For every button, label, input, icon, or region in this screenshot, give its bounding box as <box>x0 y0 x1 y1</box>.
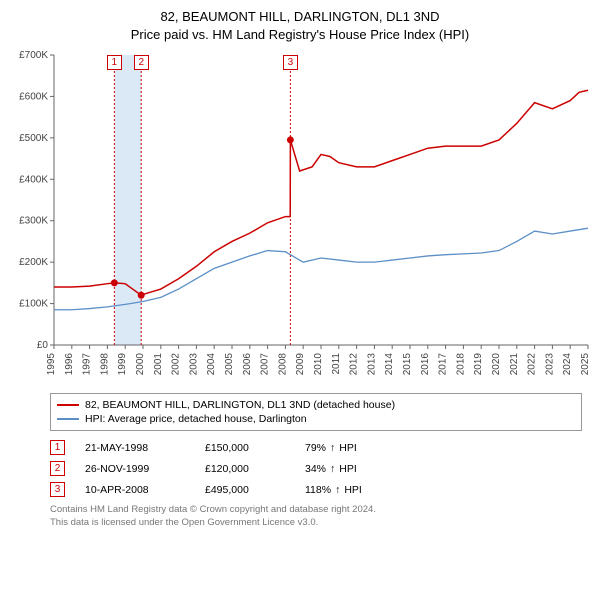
legend-label: HPI: Average price, detached house, Darl… <box>85 413 307 425</box>
svg-text:2024: 2024 <box>562 353 573 376</box>
svg-text:2008: 2008 <box>277 353 288 376</box>
sale-date: 21-MAY-1998 <box>85 442 185 454</box>
svg-text:2002: 2002 <box>171 353 182 376</box>
svg-text:1995: 1995 <box>46 353 57 376</box>
svg-text:2019: 2019 <box>473 353 484 376</box>
svg-text:2006: 2006 <box>242 353 253 376</box>
svg-text:1998: 1998 <box>99 353 110 376</box>
svg-text:2014: 2014 <box>384 353 395 376</box>
legend-swatch <box>57 418 79 420</box>
svg-text:2005: 2005 <box>224 353 235 376</box>
legend-label: 82, BEAUMONT HILL, DARLINGTON, DL1 3ND (… <box>85 399 395 411</box>
sale-price: £120,000 <box>205 463 285 475</box>
arrow-up-icon: ↑ <box>330 463 335 475</box>
sale-diff: 79% ↑ HPI <box>305 442 395 454</box>
sale-diff: 118% ↑ HPI <box>305 484 395 496</box>
svg-text:2018: 2018 <box>455 353 466 376</box>
sale-marker-icon: 3 <box>50 482 65 497</box>
sale-marker-icon: 2 <box>50 461 65 476</box>
chart-container: £0 £100K £200K £300K £400K £500K £600K £700K 199… <box>8 49 592 389</box>
svg-text:£700K: £700K <box>19 50 48 61</box>
svg-text:2013: 2013 <box>366 353 377 376</box>
chart-title-line2: Price paid vs. HM Land Registry's House … <box>8 26 592 44</box>
sale-marker-box: 1 <box>107 55 122 70</box>
chart-title-line1: 82, BEAUMONT HILL, DARLINGTON, DL1 3ND <box>8 8 592 26</box>
svg-text:2023: 2023 <box>544 353 555 376</box>
svg-text:1997: 1997 <box>82 353 93 376</box>
svg-text:2007: 2007 <box>260 353 271 376</box>
attribution-line2: This data is licensed under the Open Gov… <box>50 517 582 530</box>
svg-text:£200K: £200K <box>19 257 48 268</box>
svg-text:£600K: £600K <box>19 92 48 103</box>
svg-text:2016: 2016 <box>420 353 431 376</box>
sale-price: £150,000 <box>205 442 285 454</box>
sale-marker-box: 3 <box>283 55 298 70</box>
sale-date: 10-APR-2008 <box>85 484 185 496</box>
svg-text:2015: 2015 <box>402 353 413 376</box>
svg-text:2000: 2000 <box>135 353 146 376</box>
price-chart: £0 £100K £200K £300K £400K £500K £600K £700K 199… <box>8 49 592 389</box>
svg-text:£500K: £500K <box>19 133 48 144</box>
svg-text:£0: £0 <box>37 340 49 351</box>
svg-text:2003: 2003 <box>188 353 199 376</box>
svg-text:2021: 2021 <box>509 353 520 376</box>
sale-marker-box: 2 <box>134 55 149 70</box>
svg-text:1996: 1996 <box>64 353 75 376</box>
svg-text:2017: 2017 <box>438 353 449 376</box>
svg-text:2025: 2025 <box>580 353 591 376</box>
svg-text:1999: 1999 <box>117 353 128 376</box>
sales-table: 1 21-MAY-1998 £150,000 79% ↑ HPI 2 26-NOV-199… <box>50 437 582 500</box>
sale-price: £495,000 <box>205 484 285 496</box>
sale-row: 2 26-NOV-1999 £120,000 34% ↑ HPI <box>50 458 582 479</box>
svg-text:£300K: £300K <box>19 216 48 227</box>
svg-text:2011: 2011 <box>331 353 342 375</box>
sale-row: 1 21-MAY-1998 £150,000 79% ↑ HPI <box>50 437 582 458</box>
svg-text:2004: 2004 <box>206 353 217 376</box>
svg-text:2009: 2009 <box>295 353 306 376</box>
svg-text:£400K: £400K <box>19 174 48 185</box>
sale-diff: 34% ↑ HPI <box>305 463 395 475</box>
legend-swatch <box>57 404 79 406</box>
legend-row: 82, BEAUMONT HILL, DARLINGTON, DL1 3ND (… <box>57 398 575 412</box>
legend-row: HPI: Average price, detached house, Darl… <box>57 412 575 426</box>
svg-text:2010: 2010 <box>313 353 324 376</box>
chart-title-block: 82, BEAUMONT HILL, DARLINGTON, DL1 3ND P… <box>8 8 592 43</box>
svg-text:2012: 2012 <box>349 353 360 376</box>
attribution-text: Contains HM Land Registry data © Crown c… <box>50 504 582 530</box>
sale-date: 26-NOV-1999 <box>85 463 185 475</box>
arrow-up-icon: ↑ <box>330 442 335 454</box>
svg-text:2001: 2001 <box>153 353 164 376</box>
sale-marker-icon: 1 <box>50 440 65 455</box>
attribution-line1: Contains HM Land Registry data © Crown c… <box>50 504 582 517</box>
svg-text:2022: 2022 <box>527 353 538 376</box>
chart-legend: 82, BEAUMONT HILL, DARLINGTON, DL1 3ND (… <box>50 393 582 431</box>
svg-text:£100K: £100K <box>19 299 48 310</box>
arrow-up-icon: ↑ <box>335 484 340 496</box>
svg-text:2020: 2020 <box>491 353 502 376</box>
sale-row: 3 10-APR-2008 £495,000 118% ↑ HPI <box>50 479 582 500</box>
